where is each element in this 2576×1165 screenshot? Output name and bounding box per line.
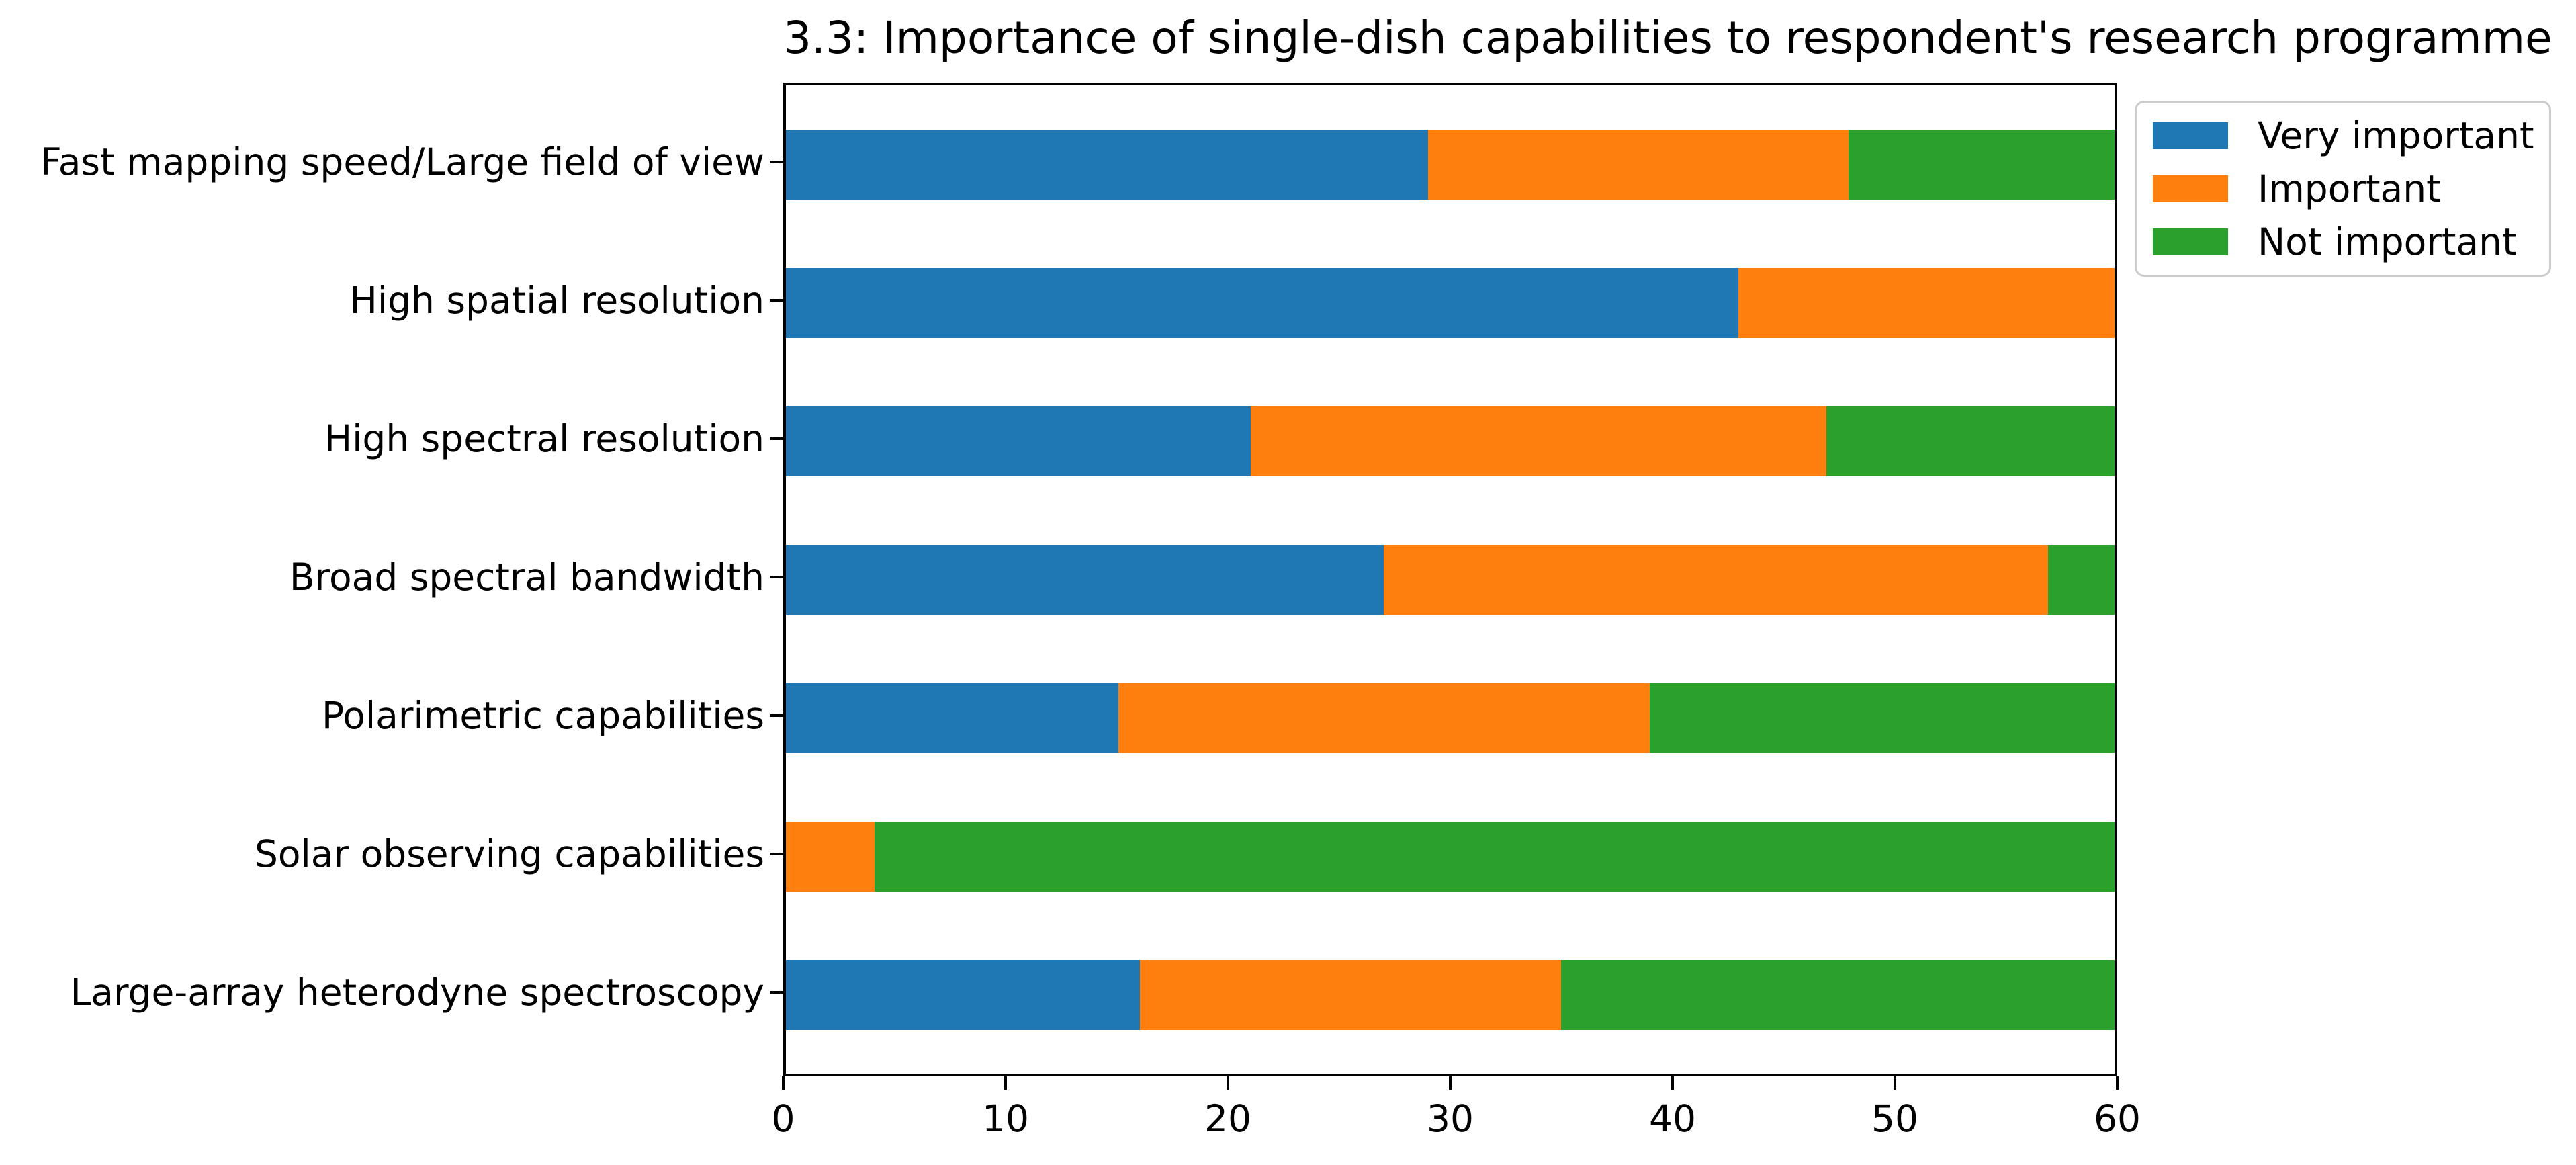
y-tick-mark xyxy=(770,714,783,717)
bar-row-solar-observing-capabilities xyxy=(786,822,2115,892)
x-tick-mark xyxy=(2116,1076,2119,1090)
y-axis-label-broad-spectral-bandwidth: Broad spectral bandwidth xyxy=(289,556,764,599)
bar-segment-important xyxy=(786,822,875,892)
bar-segment-important xyxy=(1738,268,2115,338)
y-axis-label-fast-mapping-speed-large-field-of-view: Fast mapping speed/Large field of view xyxy=(40,140,764,183)
legend-label-important: Important xyxy=(2258,167,2441,210)
chart-title: 3.3: Importance of single-dish capabilit… xyxy=(783,12,2552,64)
y-tick-mark xyxy=(770,991,783,994)
bar-segment-not-important xyxy=(1826,406,2115,476)
x-tick-label-50: 50 xyxy=(1871,1097,1918,1140)
legend-swatch-important xyxy=(2153,175,2228,202)
bar-segment-not-important xyxy=(874,822,2115,892)
x-tick-mark xyxy=(1227,1076,1229,1090)
x-tick-mark xyxy=(1671,1076,1674,1090)
x-tick-label-40: 40 xyxy=(1649,1097,1696,1140)
legend-entry-important: Important xyxy=(2153,167,2536,211)
legend-swatch-very-important xyxy=(2153,122,2228,150)
x-tick-label-0: 0 xyxy=(771,1097,795,1140)
bar-row-polarimetric-capabilities xyxy=(786,683,2115,753)
y-tick-mark xyxy=(770,853,783,855)
plot-area xyxy=(783,83,2117,1076)
bar-segment-not-important xyxy=(1560,960,2115,1030)
legend-entry-not-important: Not important xyxy=(2153,220,2536,264)
bar-segment-important xyxy=(1384,545,2049,615)
bar-segment-very-important xyxy=(786,960,1141,1030)
bar-row-high-spatial-resolution xyxy=(786,268,2115,338)
legend-label-not-important: Not important xyxy=(2258,220,2517,263)
y-axis-label-polarimetric-capabilities: Polarimetric capabilities xyxy=(322,694,764,737)
bar-row-broad-spectral-bandwidth xyxy=(786,545,2115,615)
legend: Very important Important Not important xyxy=(2135,101,2551,277)
x-tick-mark xyxy=(1004,1076,1007,1090)
bar-row-fast-mapping-speed-large-field-of-view xyxy=(786,130,2115,200)
x-tick-mark xyxy=(782,1076,785,1090)
x-tick-mark xyxy=(1894,1076,1896,1090)
x-tick-label-20: 20 xyxy=(1204,1097,1251,1140)
bar-segment-important xyxy=(1251,406,1827,476)
bar-segment-very-important xyxy=(786,130,1429,200)
legend-entry-very-important: Very important xyxy=(2153,114,2536,158)
bar-segment-important xyxy=(1428,130,1849,200)
x-tick-label-30: 30 xyxy=(1427,1097,1474,1140)
y-tick-mark xyxy=(770,299,783,302)
bar-segment-not-important xyxy=(1649,683,2115,753)
x-tick-label-10: 10 xyxy=(982,1097,1029,1140)
y-axis-label-high-spatial-resolution: High spatial resolution xyxy=(349,279,764,322)
x-tick-label-60: 60 xyxy=(2094,1097,2141,1140)
bar-segment-very-important xyxy=(786,545,1384,615)
bar-segment-not-important xyxy=(2048,545,2115,615)
bar-segment-very-important xyxy=(786,268,1738,338)
x-tick-mark xyxy=(1449,1076,1452,1090)
legend-swatch-not-important xyxy=(2153,228,2228,255)
y-tick-mark xyxy=(770,161,783,163)
bar-segment-very-important xyxy=(786,683,1118,753)
legend-label-very-important: Very important xyxy=(2258,114,2534,158)
y-axis-label-high-spectral-resolution: High spectral resolution xyxy=(324,417,764,460)
bar-row-high-spectral-resolution xyxy=(786,406,2115,476)
bar-segment-not-important xyxy=(1849,130,2115,200)
y-tick-mark xyxy=(770,437,783,440)
y-axis-label-solar-observing-capabilities: Solar observing capabilities xyxy=(254,832,764,875)
y-axis-label-large-array-heterodyne-spectroscopy: Large-array heterodyne spectroscopy xyxy=(70,971,764,1014)
bar-segment-important xyxy=(1118,683,1650,753)
bar-segment-very-important xyxy=(786,406,1251,476)
bar-row-large-array-heterodyne-spectroscopy xyxy=(786,960,2115,1030)
y-tick-mark xyxy=(770,576,783,578)
bar-segment-important xyxy=(1140,960,1561,1030)
